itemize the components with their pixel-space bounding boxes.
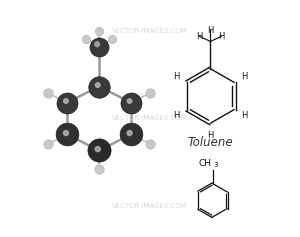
Point xyxy=(95,42,100,46)
Text: CH: CH xyxy=(198,159,211,168)
Point xyxy=(95,83,100,87)
Text: H: H xyxy=(173,111,179,120)
Text: H: H xyxy=(218,32,224,41)
Point xyxy=(97,45,101,49)
Point xyxy=(45,91,50,95)
Text: H: H xyxy=(242,72,248,81)
Point xyxy=(95,147,100,151)
Point xyxy=(148,91,153,95)
Text: VECTOR-IMAGES.COM: VECTOR-IMAGES.COM xyxy=(112,28,188,34)
Text: VECTOR-IMAGES.COM: VECTOR-IMAGES.COM xyxy=(112,203,188,209)
Text: Toluene: Toluene xyxy=(188,136,233,149)
Point xyxy=(45,142,50,146)
Point xyxy=(65,133,70,137)
Point xyxy=(127,131,132,135)
Point xyxy=(84,37,88,41)
Point xyxy=(97,85,101,88)
Point xyxy=(97,149,101,152)
Text: H: H xyxy=(242,111,248,120)
Point xyxy=(128,100,133,104)
Point xyxy=(110,37,115,41)
Point xyxy=(128,133,133,137)
Text: H: H xyxy=(207,26,214,35)
Text: H: H xyxy=(207,131,214,140)
Point xyxy=(127,99,132,103)
Point xyxy=(65,100,70,104)
Point xyxy=(97,168,101,171)
Text: 3: 3 xyxy=(213,162,218,168)
Text: VECTOR-IMAGES.COM: VECTOR-IMAGES.COM xyxy=(112,115,188,122)
Point xyxy=(97,29,101,33)
Text: H: H xyxy=(173,72,179,81)
Point xyxy=(64,99,68,103)
Text: H: H xyxy=(196,32,203,41)
Point xyxy=(148,142,153,146)
Point xyxy=(64,131,68,135)
